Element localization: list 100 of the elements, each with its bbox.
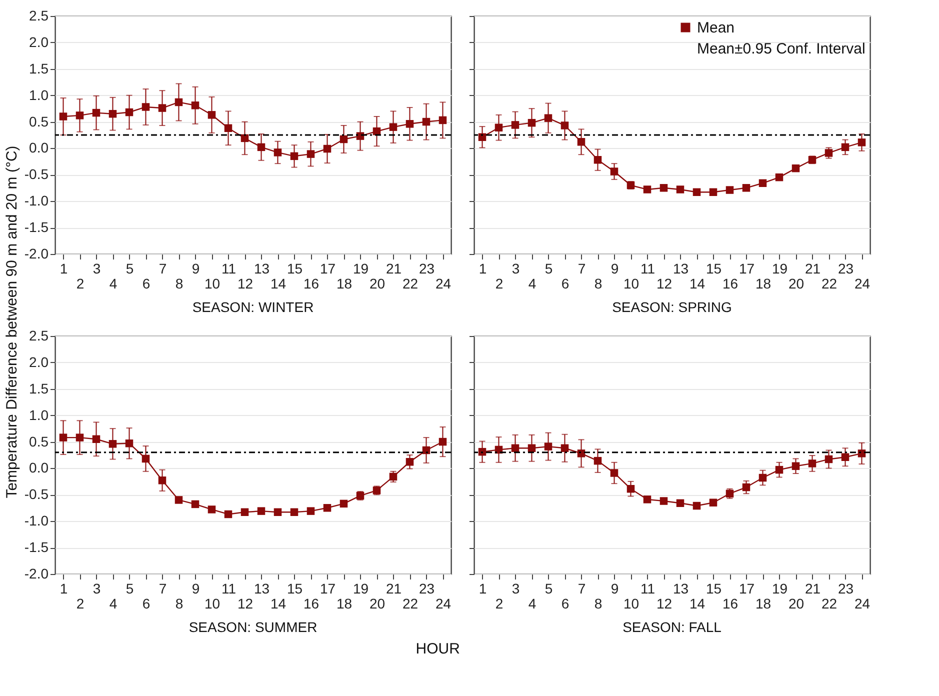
y-tick-label: -2.0 xyxy=(24,246,49,262)
x-tick-label: 7 xyxy=(578,260,586,276)
text: SEASON: SPRING xyxy=(612,299,732,315)
x-tick-label: 12 xyxy=(237,596,254,612)
x-tick-label: 12 xyxy=(656,276,672,292)
x-tick-label: 20 xyxy=(369,276,386,292)
x-tick-label: 16 xyxy=(722,596,738,612)
x-tick-label: 23 xyxy=(838,260,854,276)
x-tick-label: 12 xyxy=(237,276,254,292)
y-tick-label: -2.0 xyxy=(24,566,49,582)
x-tick-label: 3 xyxy=(512,580,520,596)
x-tick-label: 22 xyxy=(821,596,838,612)
x-tick-label: 22 xyxy=(402,596,418,612)
x-tick-label: 13 xyxy=(254,260,270,276)
x-tick-label: 1 xyxy=(478,260,487,276)
x-tick-label: 2 xyxy=(76,276,84,292)
y-tick-label: -1.5 xyxy=(24,539,49,556)
x-tick-label: 5 xyxy=(126,260,134,276)
y-tick-label: 1.5 xyxy=(29,60,49,76)
y-tick-label: -1.5 xyxy=(24,219,49,236)
x-tick-label: 17 xyxy=(738,260,755,276)
y-tick-label: 0.0 xyxy=(29,460,49,476)
x-tick-label: 15 xyxy=(286,580,303,596)
x-tick-label: 17 xyxy=(320,260,336,276)
x-tick-label: 1 xyxy=(60,260,68,276)
x-tick-label: 16 xyxy=(303,276,320,292)
x-tick-label: 2 xyxy=(495,276,504,292)
x-tick-label: 12 xyxy=(656,596,672,612)
y-tick-label: 1.5 xyxy=(29,380,49,396)
y-tick-label: 1.0 xyxy=(29,86,49,103)
y-axis-title: Temperature Difference between 90 m and 20 m (°C) xyxy=(3,146,20,498)
x-tick-label: 8 xyxy=(594,276,602,292)
x-tick-label: 17 xyxy=(738,580,755,596)
x-axis-title: HOUR xyxy=(416,640,460,658)
x-tick-label: 24 xyxy=(435,596,452,612)
x-tick-label: 4 xyxy=(109,596,118,612)
y-tick-label: -1.0 xyxy=(24,512,49,529)
x-tick-label: 8 xyxy=(594,596,602,612)
x-tick-label: 9 xyxy=(610,260,619,276)
x-tick-label: 15 xyxy=(286,260,303,276)
y-tick-label: 0.0 xyxy=(29,140,49,156)
x-tick-label: 24 xyxy=(435,276,452,292)
x-tick-label: 21 xyxy=(386,580,402,596)
annotation: Mean±0.95 Conf. Interval xyxy=(697,40,866,58)
x-tick-label: 23 xyxy=(838,580,854,596)
x-tick-label: 6 xyxy=(142,596,150,612)
x-tick-label: 18 xyxy=(336,276,352,292)
x-tick-label: 18 xyxy=(755,276,772,292)
x-tick-label: 1 xyxy=(478,580,487,596)
x-tick-label: 10 xyxy=(204,596,220,612)
x-tick-label: 11 xyxy=(640,260,656,276)
x-tick-label: 20 xyxy=(788,276,804,292)
y-tick-label: 1.0 xyxy=(29,406,49,423)
x-tick-label: 21 xyxy=(386,260,402,276)
y-tick-label: -1.0 xyxy=(24,192,49,209)
x-tick-label: 4 xyxy=(109,276,118,292)
x-tick-label: 3 xyxy=(92,260,101,276)
x-tick-label: 22 xyxy=(821,276,838,292)
x-tick-label: 19 xyxy=(352,260,369,276)
x-tick-label: 13 xyxy=(672,260,689,276)
y-tick-label: 0.5 xyxy=(29,113,49,130)
x-tick-label: 21 xyxy=(804,260,821,276)
y-tick-label: -0.5 xyxy=(24,166,49,182)
x-tick-label: 17 xyxy=(320,580,336,596)
x-tick-label: 20 xyxy=(788,596,804,612)
x-tick-label: 15 xyxy=(706,260,722,276)
x-tick-label: 8 xyxy=(175,276,184,292)
x-tick-label: 8 xyxy=(175,596,184,612)
x-tick-label: 11 xyxy=(221,260,236,276)
x-tick-label: 19 xyxy=(352,580,369,596)
y-tick-label: 2.0 xyxy=(29,34,49,50)
x-tick-label: 23 xyxy=(418,580,435,596)
x-tick-label: 9 xyxy=(610,580,619,596)
x-tick-label: 6 xyxy=(142,276,150,292)
x-tick-label: 4 xyxy=(528,276,536,292)
x-tick-label: 4 xyxy=(528,596,536,612)
x-tick-label: 6 xyxy=(561,276,570,292)
x-tick-label: 16 xyxy=(303,596,320,612)
x-tick-label: 24 xyxy=(854,276,870,292)
x-tick-label: 7 xyxy=(158,260,167,276)
x-tick-label: 16 xyxy=(722,276,738,292)
x-tick-label: 13 xyxy=(672,580,689,596)
x-tick-label: 23 xyxy=(418,260,435,276)
x-tick-label: 2 xyxy=(76,596,84,612)
x-tick-label: 5 xyxy=(126,580,134,596)
text: SEASON: SUMMER xyxy=(188,619,318,635)
x-tick-label: 7 xyxy=(158,580,167,596)
x-tick-label: 19 xyxy=(772,580,788,596)
text: SEASON: WINTER xyxy=(192,299,314,315)
y-tick-label: 0.5 xyxy=(29,433,49,450)
x-tick-label: 14 xyxy=(689,276,706,292)
x-tick-label: 1 xyxy=(60,580,68,596)
x-tick-label: 22 xyxy=(402,276,418,292)
x-tick-label: 2 xyxy=(495,596,504,612)
y-tick-label: -0.5 xyxy=(24,486,49,502)
y-tick-label: 2.0 xyxy=(29,354,49,370)
x-tick-label: 13 xyxy=(254,580,270,596)
x-tick-label: 6 xyxy=(561,596,570,612)
x-tick-label: 10 xyxy=(623,596,640,612)
x-tick-label: 18 xyxy=(755,596,772,612)
